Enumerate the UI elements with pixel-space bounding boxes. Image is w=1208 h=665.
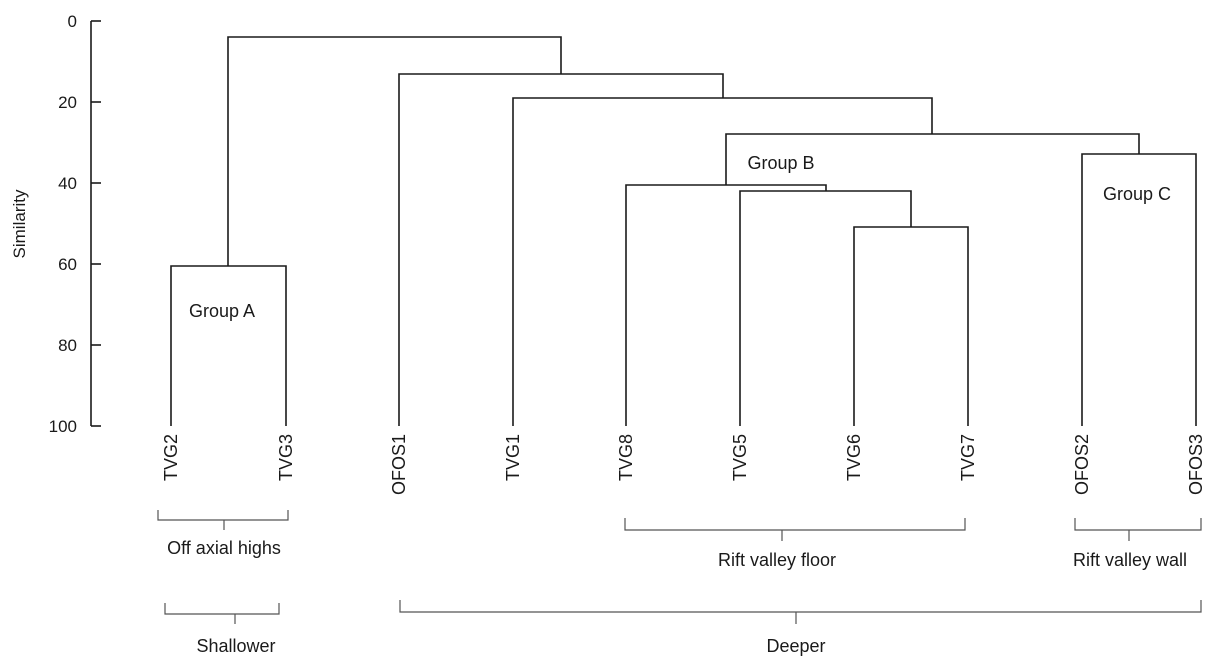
leaf-label: TVG8 <box>616 434 636 481</box>
y-tick-label: 20 <box>58 93 77 112</box>
depth-brackets: Shallower Deeper <box>164 600 1202 656</box>
bracket-label-rift-valley-floor: Rift valley floor <box>718 550 836 570</box>
bracket-rift-valley-wall <box>1074 518 1202 541</box>
group-c-label: Group C <box>1103 184 1171 204</box>
bracket-off-axial-highs <box>157 510 289 530</box>
leaf-label: OFOS1 <box>389 434 409 495</box>
dendrogram-branches <box>170 36 1197 426</box>
bracket-label-shallower: Shallower <box>196 636 275 656</box>
leaf-label: OFOS3 <box>1186 434 1206 495</box>
leaf-label: OFOS2 <box>1072 434 1092 495</box>
leaf-label: TVG1 <box>503 434 523 481</box>
leaf-label: TVG7 <box>958 434 978 481</box>
y-tick-label: 40 <box>58 174 77 193</box>
bracket-label-rift-valley-wall: Rift valley wall <box>1073 550 1187 570</box>
leaf-label: TVG5 <box>730 434 750 481</box>
y-axis-label: Similarity <box>10 189 29 258</box>
y-axis: 0 20 40 60 80 100 Similarity <box>10 12 101 436</box>
y-tick-label: 80 <box>58 336 77 355</box>
leaf-label: TVG2 <box>161 434 181 481</box>
group-labels: Group A Group B Group C <box>189 153 1171 321</box>
bracket-label-deeper: Deeper <box>766 636 825 656</box>
leaf-label: TVG6 <box>844 434 864 481</box>
y-tick-label: 100 <box>49 417 77 436</box>
branch-tvg1-bc <box>512 97 933 426</box>
leaf-label: TVG3 <box>276 434 296 481</box>
bracket-deeper <box>399 600 1202 624</box>
branch-root <box>227 36 562 266</box>
branch-ofos1-rest <box>398 73 724 426</box>
leaf-labels: TVG2 TVG3 OFOS1 TVG1 TVG8 TVG5 TVG6 TVG7… <box>161 434 1206 495</box>
habitat-brackets: Off axial highs Rift valley floor Rift v… <box>157 510 1202 570</box>
branch-tvg2-tvg3 <box>170 265 287 426</box>
group-b-label: Group B <box>747 153 814 173</box>
branch-tvg6-tvg7 <box>853 226 969 426</box>
y-tick-label: 0 <box>68 12 77 31</box>
y-tick-label: 60 <box>58 255 77 274</box>
bracket-label-off-axial-highs: Off axial highs <box>167 538 281 558</box>
group-a-label: Group A <box>189 301 255 321</box>
bracket-rift-valley-floor <box>624 518 966 541</box>
branch-tvg8-cluster <box>625 184 827 426</box>
bracket-shallower <box>164 603 280 624</box>
